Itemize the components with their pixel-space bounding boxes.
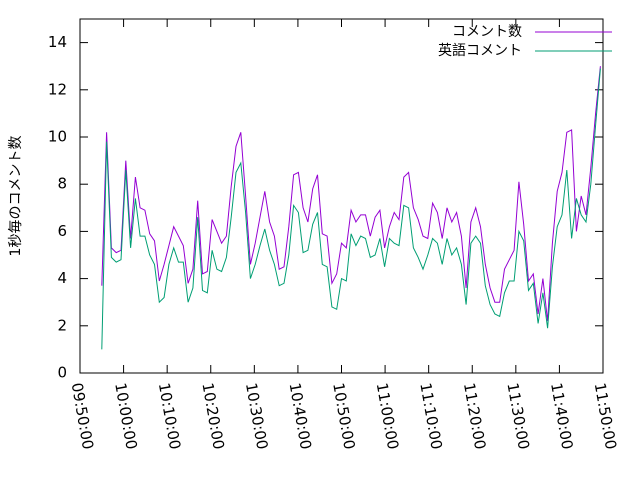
y-tick-label: 12 — [48, 80, 67, 98]
series-line — [101, 66, 601, 322]
y-tick-label: 8 — [57, 175, 67, 193]
x-tick-label: 10:50:00 — [329, 381, 358, 450]
series-line — [101, 68, 601, 350]
x-tick-label: 10:00:00 — [111, 381, 140, 450]
legend-label: 英語コメント — [438, 42, 522, 59]
x-tick-label: 11:20:00 — [460, 381, 489, 450]
y-tick-label: 0 — [57, 364, 67, 382]
y-axis-label: 1秒毎のコメント数 — [8, 136, 24, 257]
x-tick-label: 10:20:00 — [198, 381, 227, 450]
y-tick-label: 4 — [57, 269, 67, 287]
x-tick-label: 10:10:00 — [155, 381, 184, 450]
y-tick-label: 10 — [48, 128, 67, 146]
y-tick-label: 14 — [48, 33, 67, 51]
y-tick-label: 2 — [57, 316, 67, 334]
x-tick-label: 10:40:00 — [286, 381, 315, 450]
x-tick-label: 11:00:00 — [373, 381, 402, 450]
x-tick-label: 11:10:00 — [416, 381, 445, 450]
plot-border — [79, 18, 604, 374]
y-tick-label: 6 — [57, 222, 67, 240]
x-tick-label: 09:50:00 — [68, 381, 97, 450]
x-tick-label: 11:30:00 — [503, 381, 532, 450]
x-tick-label: 10:30:00 — [242, 381, 271, 450]
x-tick-label: 11:50:00 — [591, 381, 620, 450]
legend-label: コメント数 — [452, 24, 522, 40]
x-tick-label: 11:40:00 — [547, 381, 576, 450]
